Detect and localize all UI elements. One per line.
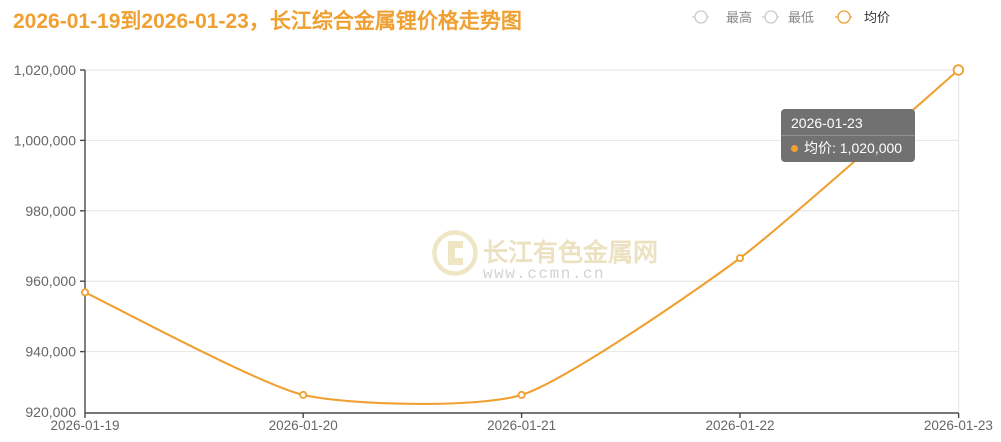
svg-text:1,000,000: 1,000,000	[14, 132, 76, 148]
svg-text:1,020,000: 1,020,000	[14, 62, 76, 78]
svg-text:2026-01-20: 2026-01-20	[269, 418, 338, 433]
svg-text:www.ccmn.cn: www.ccmn.cn	[483, 265, 605, 283]
svg-text:940,000: 940,000	[25, 344, 76, 360]
svg-text:2026-01-23: 2026-01-23	[924, 418, 993, 433]
svg-text:960,000: 960,000	[25, 273, 76, 289]
svg-text:2026-01-22: 2026-01-22	[705, 418, 774, 433]
svg-text:2026-01-19: 2026-01-19	[50, 418, 119, 433]
svg-text:2026-01-21: 2026-01-21	[487, 418, 556, 433]
svg-text:长江有色金属网: 长江有色金属网	[483, 238, 658, 267]
svg-text:980,000: 980,000	[25, 203, 76, 219]
